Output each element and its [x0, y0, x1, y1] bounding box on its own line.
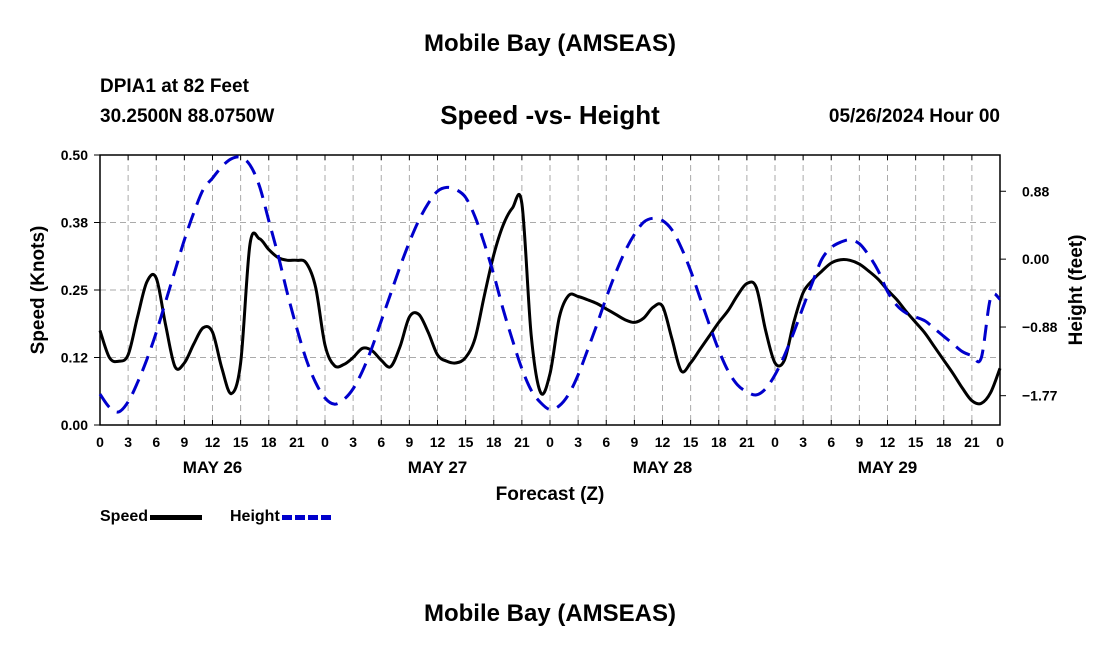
x-tick-label: 9 [180, 434, 188, 450]
day-label: MAY 29 [858, 458, 918, 477]
y2-tick-label: 0.88 [1022, 183, 1049, 199]
legend-speed-label: Speed [100, 508, 149, 525]
x-tick-label: 15 [908, 434, 924, 450]
x-axis-title: Forecast (Z) [496, 484, 605, 505]
x-tick-label: 0 [96, 434, 104, 450]
y2-tick-label: −0.88 [1022, 319, 1058, 335]
day-label: MAY 28 [633, 458, 693, 477]
speed-series-line [98, 193, 1002, 406]
x-tick-label: 21 [289, 434, 305, 450]
y-tick-label: 0.50 [61, 147, 88, 163]
y-tick-label: 0.38 [61, 215, 88, 231]
datetime-label: 05/26/2024 Hour 00 [828, 106, 1000, 127]
y-axis-title: Speed (Knots) [28, 226, 49, 355]
chart-title: Mobile Bay (AMSEAS) [423, 30, 677, 57]
y2-tick-label: 0.00 [1022, 251, 1049, 267]
x-tick-label: 0 [546, 434, 554, 450]
x-tick-label: 18 [711, 434, 727, 450]
data-series [98, 155, 1002, 414]
x-tick-label: 3 [574, 434, 582, 450]
y-tick-label: 0.00 [61, 417, 88, 433]
legend-height: Height [230, 508, 334, 526]
coordinates-label: 30.2500N 88.0750W [100, 106, 275, 127]
day-label: MAY 26 [183, 458, 243, 477]
x-tick-label: 6 [152, 434, 160, 450]
x-tick-label: 18 [936, 434, 952, 450]
legend-height-label: Height [230, 508, 280, 525]
x-tick-label: 9 [855, 434, 863, 450]
x-tick-label: 6 [377, 434, 385, 450]
x-tick-label: 15 [458, 434, 474, 450]
y-tick-label: 0.12 [61, 350, 88, 366]
x-tick-label: 6 [827, 434, 835, 450]
x-tick-label: 3 [799, 434, 807, 450]
chart-subtitle: Speed -vs- Height [440, 100, 660, 130]
legend-speed: Speed [100, 508, 203, 526]
axis-ticks: 0 3 6 9 12 15 18 21 0 3 6 9 12 15 18 21 0 3 6 9 12 15 18 21 0 3 6 9… [61, 147, 1058, 477]
x-tick-label: 18 [486, 434, 502, 450]
y-tick-label: 0.25 [61, 282, 88, 298]
x-tick-label: 3 [124, 434, 132, 450]
x-tick-label: 0 [996, 434, 1004, 450]
footer-title: Mobile Bay (AMSEAS) [423, 600, 677, 627]
x-tick-label: 15 [233, 434, 249, 450]
x-tick-label: 9 [630, 434, 638, 450]
legend-height-swatch [281, 514, 334, 520]
height-series-line [98, 155, 1001, 414]
x-tick-label: 12 [205, 434, 221, 450]
x-tick-label: 18 [261, 434, 277, 450]
legend-speed-swatch [150, 514, 203, 520]
x-tick-label: 21 [739, 434, 755, 450]
x-tick-label: 9 [405, 434, 413, 450]
y2-tick-label: −1.77 [1022, 388, 1058, 404]
x-tick-label: 12 [430, 434, 446, 450]
x-tick-label: 12 [655, 434, 671, 450]
x-tick-label: 3 [349, 434, 357, 450]
x-tick-label: 21 [514, 434, 530, 450]
x-tick-label: 21 [964, 434, 980, 450]
grid-lines [100, 155, 1000, 425]
day-label: MAY 27 [408, 458, 468, 477]
x-tick-label: 15 [683, 434, 699, 450]
y2-axis-title: Height (feet) [1066, 235, 1087, 346]
x-tick-label: 12 [880, 434, 896, 450]
x-tick-label: 0 [771, 434, 779, 450]
station-label: DPIA1 at 82 Feet [100, 76, 249, 97]
x-tick-label: 6 [602, 434, 610, 450]
x-tick-label: 0 [321, 434, 329, 450]
